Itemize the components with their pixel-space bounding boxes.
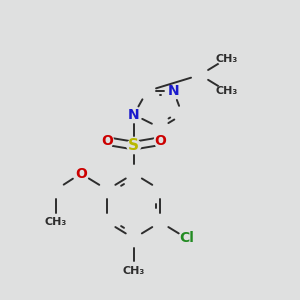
Text: CH₃: CH₃: [215, 54, 238, 64]
Text: O: O: [101, 134, 113, 148]
Text: N: N: [168, 84, 179, 98]
Ellipse shape: [218, 84, 236, 98]
Ellipse shape: [127, 110, 140, 120]
Ellipse shape: [101, 136, 114, 146]
Ellipse shape: [127, 140, 141, 152]
Text: O: O: [75, 167, 87, 181]
Ellipse shape: [125, 263, 143, 278]
Ellipse shape: [154, 136, 167, 146]
Ellipse shape: [179, 232, 195, 245]
Text: N: N: [128, 108, 140, 122]
Text: Cl: Cl: [179, 231, 194, 245]
Text: O: O: [154, 134, 166, 148]
Ellipse shape: [47, 215, 65, 230]
Text: CH₃: CH₃: [45, 217, 67, 227]
Text: CH₃: CH₃: [123, 266, 145, 276]
Text: S: S: [128, 138, 139, 153]
Ellipse shape: [74, 168, 87, 179]
Ellipse shape: [218, 51, 236, 66]
Ellipse shape: [167, 86, 180, 96]
Text: CH₃: CH₃: [215, 86, 238, 96]
